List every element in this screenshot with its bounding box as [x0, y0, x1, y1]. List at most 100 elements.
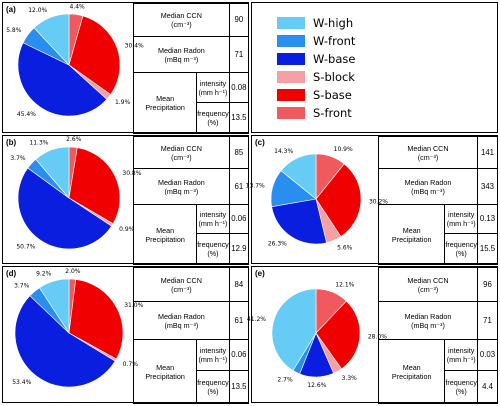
slice-value-label: 2.0% — [65, 268, 81, 275]
slice-value-label: 0.7% — [123, 361, 139, 368]
pie-slice-w-base — [17, 42, 108, 117]
ccn-title: Median CCN — [407, 275, 449, 285]
slice-value-label: 50.7% — [16, 243, 35, 250]
slice-value-label: 5.6% — [337, 245, 353, 252]
frequency-line2: (%) — [455, 387, 467, 396]
intensity-line2: (mm h⁻¹) — [198, 219, 228, 228]
ccn-title: Median CCN — [160, 275, 202, 285]
slice-value-label: 28.0% — [368, 334, 387, 341]
legend-swatch — [277, 35, 305, 47]
intensity-label-cell: intensity (mm h⁻¹) — [196, 339, 230, 371]
radon-label-cell: Median Radon (mBq m⁻³) — [133, 168, 230, 205]
radon-unit: (mBq m⁻³) — [411, 186, 445, 196]
intensity-line2: (mm h⁻¹) — [446, 355, 476, 364]
frequency-line1: frequency — [197, 109, 229, 118]
pie-slice-s-base — [315, 300, 361, 370]
panel-label: (e) — [255, 269, 265, 278]
slice-value-label: 41.2% — [247, 316, 266, 323]
slice-value-label: 4.4% — [70, 4, 86, 11]
panel-label: (c) — [255, 138, 265, 147]
legend-panel: W-high W-front W-base S-block S-base S-front — [251, 2, 498, 133]
intensity-value: 0.08 — [228, 72, 250, 103]
precip-label-cell: Mean Precipitation — [377, 339, 446, 404]
intensity-line2: (mm h⁻¹) — [198, 87, 228, 97]
pie-slice-w-high — [271, 288, 317, 371]
ccn-value: 141 — [476, 136, 499, 169]
precip-line2: Precipitation — [145, 371, 185, 381]
frequency-value: 4.4 — [476, 370, 499, 404]
precip-line1: Mean — [402, 362, 421, 372]
ccn-value: 84 — [228, 267, 250, 302]
precip-line1: Mean — [156, 362, 175, 372]
frequency-label-cell: frequency (%) — [444, 370, 478, 404]
stats-table-d: Median CCN (cm⁻³) 84 Median Radon (mBq m⁻³) 6… — [132, 267, 250, 404]
frequency-value: 13.5 — [228, 102, 250, 134]
ccn-unit: (cm⁻³) — [171, 152, 192, 162]
intensity-value: 0.06 — [228, 204, 250, 234]
precip-line1: Mean — [156, 94, 175, 103]
frequency-line1: frequency — [445, 378, 477, 387]
pie-slice-w-base — [14, 295, 116, 388]
slice-value-label: 10.9% — [334, 146, 353, 153]
precip-line1: Mean — [402, 225, 421, 235]
legend-swatch — [277, 17, 305, 29]
intensity-line1: intensity — [199, 210, 227, 219]
frequency-value: 13.5 — [228, 370, 250, 404]
intensity-value: 0.13 — [476, 204, 499, 234]
radon-label-cell: Median Radon (mBq m⁻³) — [133, 36, 230, 73]
slice-value-label: 2.7% — [277, 376, 293, 383]
ccn-title: Median CCN — [160, 143, 202, 153]
stats-table-b: Median CCN (cm⁻³) 85 Median Radon (mBq m⁻³) 6… — [132, 136, 250, 265]
precip-line2: Precipitation — [145, 234, 185, 244]
frequency-line2: (%) — [455, 249, 467, 258]
intensity-line1: intensity — [448, 346, 475, 355]
ccn-value: 90 — [228, 3, 250, 37]
precip-line2: Precipitation — [145, 103, 185, 112]
slice-value-label: 3.7% — [14, 282, 30, 289]
pie-slice-w-base — [17, 167, 112, 250]
slice-value-label: 30.8% — [122, 170, 141, 177]
ccn-value: 85 — [228, 136, 250, 169]
ccn-label-cell: Median CCN (cm⁻³) — [133, 3, 230, 37]
pie-chart-d: 2.0%31.0%0.7%53.4%3.7%9.2% — [12, 268, 144, 388]
radon-title: Median Radon — [404, 311, 452, 321]
slice-value-label: 3.7% — [10, 155, 26, 162]
pie-chart-a: 4.4%30.4%1.9%45.4%5.8%12.0% — [6, 4, 144, 118]
intensity-label-cell: intensity (mm h⁻¹) — [444, 339, 478, 371]
legend-label: S-block — [313, 70, 355, 84]
precip-line2: Precipitation — [391, 234, 432, 244]
frequency-line1: frequency — [197, 240, 229, 249]
precip-label-cell: Mean Precipitation — [377, 204, 446, 265]
intensity-line1: intensity — [448, 210, 475, 219]
pie-slice-s-base — [68, 15, 121, 95]
stats-table-c: Median CCN (cm⁻³) 141 Median Radon (mBq m⁻³)… — [377, 136, 499, 265]
slice-value-label: 1.9% — [115, 99, 131, 106]
intensity-label-cell: intensity (mm h⁻¹) — [196, 204, 230, 234]
frequency-line2: (%) — [207, 387, 219, 396]
pie-slice-w-high — [33, 13, 70, 66]
stats-table-a: Median CCN (cm⁻³) 90 Median Radon (mBq m⁻³) 7… — [132, 3, 250, 134]
frequency-line2: (%) — [207, 118, 219, 127]
panel-label: (a) — [6, 5, 16, 14]
frequency-value: 15.5 — [476, 233, 499, 265]
frequency-label-cell: frequency (%) — [444, 233, 478, 265]
panel-e: (e) 12.1% 28.0% 3.3% 12.6% 2.7% 41.2% Median … — [247, 266, 499, 404]
ccn-title: Median CCN — [407, 143, 449, 153]
legend-swatch — [277, 71, 305, 83]
radon-value: 61 — [228, 301, 250, 340]
pie-slice-w-high — [35, 146, 70, 199]
intensity-value: 0.03 — [476, 339, 499, 371]
pie-slice-s-base — [68, 279, 124, 360]
radon-title: Median Radon — [158, 311, 205, 321]
frequency-label-cell: frequency (%) — [196, 102, 230, 134]
ccn-unit: (cm⁻³) — [171, 284, 192, 294]
ccn-label-cell: Median CCN (cm⁻³) — [133, 267, 230, 302]
slice-value-label: 53.4% — [12, 379, 31, 386]
radon-title: Median Radon — [404, 177, 452, 187]
pie-slice-s-base — [315, 163, 362, 237]
slice-value-label: 14.3% — [274, 148, 293, 155]
precip-label-cell: Mean Precipitation — [132, 204, 198, 265]
intensity-line2: (mm h⁻¹) — [198, 355, 228, 364]
panel-b: (b) 2.6% 30.8% 0.9% 50.7% 3.7% 11.3% Median C… — [2, 135, 250, 265]
legend-swatch — [277, 107, 305, 119]
